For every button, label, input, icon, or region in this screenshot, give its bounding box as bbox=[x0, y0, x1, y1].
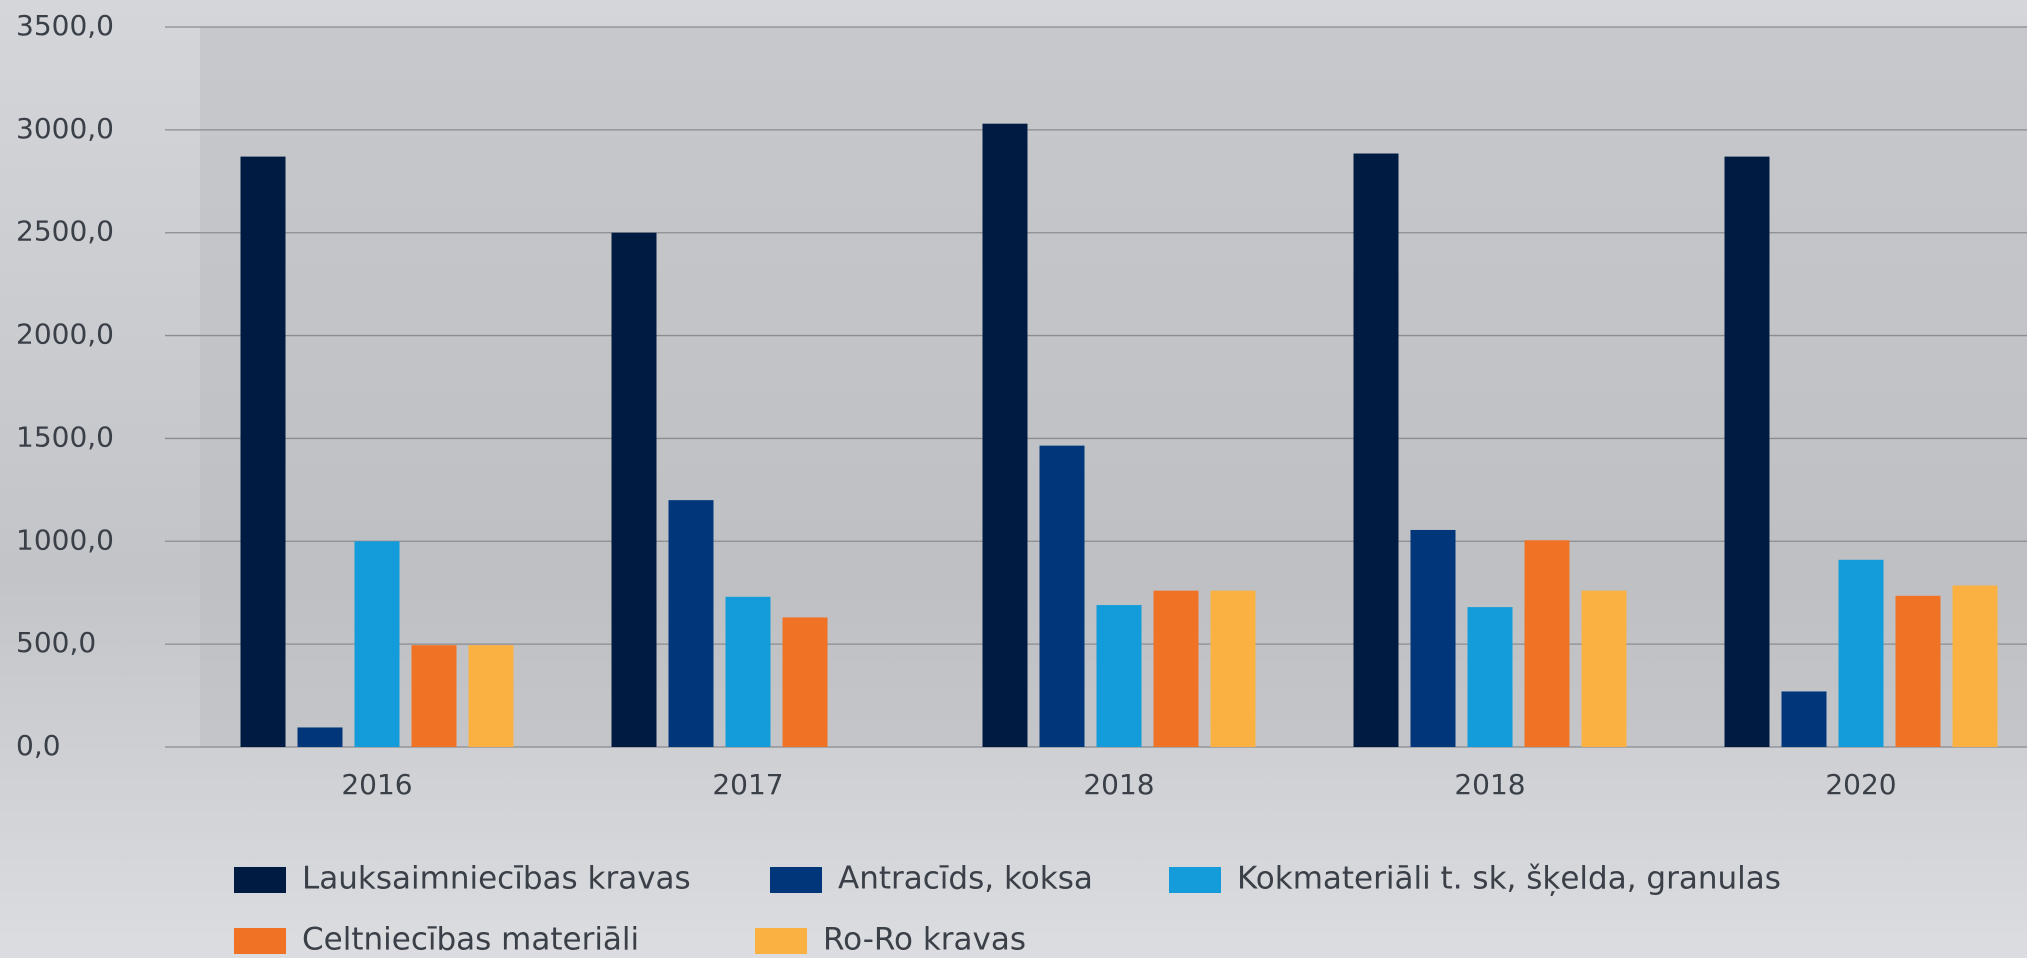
legend-swatch bbox=[234, 928, 286, 954]
x-tick-label: 2017 bbox=[712, 768, 783, 801]
bar bbox=[1724, 156, 1770, 748]
bar bbox=[725, 596, 771, 747]
legend-label: Antracīds, koksa bbox=[838, 861, 1093, 897]
bar bbox=[468, 645, 514, 747]
bar bbox=[1781, 691, 1827, 747]
legend-swatch bbox=[1169, 867, 1221, 893]
x-tick-label: 2018 bbox=[1083, 768, 1154, 801]
bar bbox=[982, 123, 1028, 747]
y-tick-label: 500,0 bbox=[16, 626, 96, 659]
bar bbox=[1410, 529, 1456, 747]
y-tick-label: 2500,0 bbox=[16, 215, 114, 248]
x-tick-label: 2020 bbox=[1825, 768, 1896, 801]
y-tick-label: 0,0 bbox=[16, 729, 61, 762]
bar bbox=[1210, 590, 1256, 747]
bar bbox=[668, 500, 714, 747]
y-tick-label: 1000,0 bbox=[16, 523, 114, 556]
bar bbox=[1039, 445, 1085, 747]
x-tick-label: 2016 bbox=[341, 768, 412, 801]
bar bbox=[1467, 607, 1513, 747]
y-tick-label: 3500,0 bbox=[16, 9, 114, 42]
y-tick-label: 2000,0 bbox=[16, 318, 114, 351]
bar bbox=[1524, 540, 1570, 747]
bar bbox=[1952, 585, 1998, 747]
legend-label: Lauksaimniecības kravas bbox=[302, 861, 691, 897]
bar bbox=[1353, 153, 1399, 747]
bar bbox=[1581, 590, 1627, 747]
legend-label: Ro-Ro kravas bbox=[823, 922, 1026, 958]
bar bbox=[1895, 595, 1941, 747]
bar bbox=[1838, 559, 1884, 747]
y-tick-label: 3000,0 bbox=[16, 112, 114, 145]
bar bbox=[1096, 605, 1142, 747]
legend-label: Celtniecības materiāli bbox=[302, 922, 639, 958]
bar bbox=[411, 645, 457, 747]
bar bbox=[782, 617, 828, 747]
bar bbox=[297, 727, 343, 747]
bar bbox=[240, 156, 286, 748]
bar bbox=[1153, 590, 1199, 747]
bar bbox=[611, 232, 657, 747]
bar bbox=[354, 541, 400, 747]
legend-swatch bbox=[755, 928, 807, 954]
legend-swatch bbox=[770, 867, 822, 893]
y-tick-label: 1500,0 bbox=[16, 420, 114, 453]
legend-swatch bbox=[234, 867, 286, 893]
legend-label: Kokmateriāli t. sk, šķelda, granulas bbox=[1237, 861, 1781, 897]
x-tick-label: 2018 bbox=[1454, 768, 1525, 801]
